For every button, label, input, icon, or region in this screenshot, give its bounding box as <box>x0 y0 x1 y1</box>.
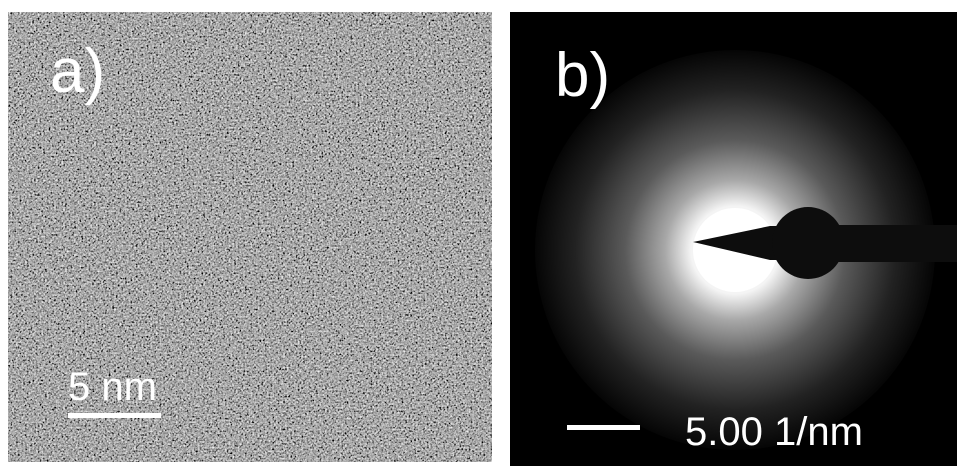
page: a) 5 nm b) 5.00 1/nm (() => { const data… <box>0 0 957 466</box>
scale-bar-label: 5.00 1/nm <box>685 410 863 454</box>
scale-bar <box>68 413 161 418</box>
panel-label: b) <box>555 41 610 110</box>
scale-bar <box>567 425 640 430</box>
panel-a: a) 5 nm <box>8 12 492 462</box>
figure: a) 5 nm b) 5.00 1/nm <box>0 0 957 466</box>
panel-b: b) 5.00 1/nm <box>510 12 957 466</box>
scale-bar-label: 5 nm <box>68 365 157 409</box>
panel-label: a) <box>50 37 105 106</box>
stopper-rod <box>808 225 957 262</box>
